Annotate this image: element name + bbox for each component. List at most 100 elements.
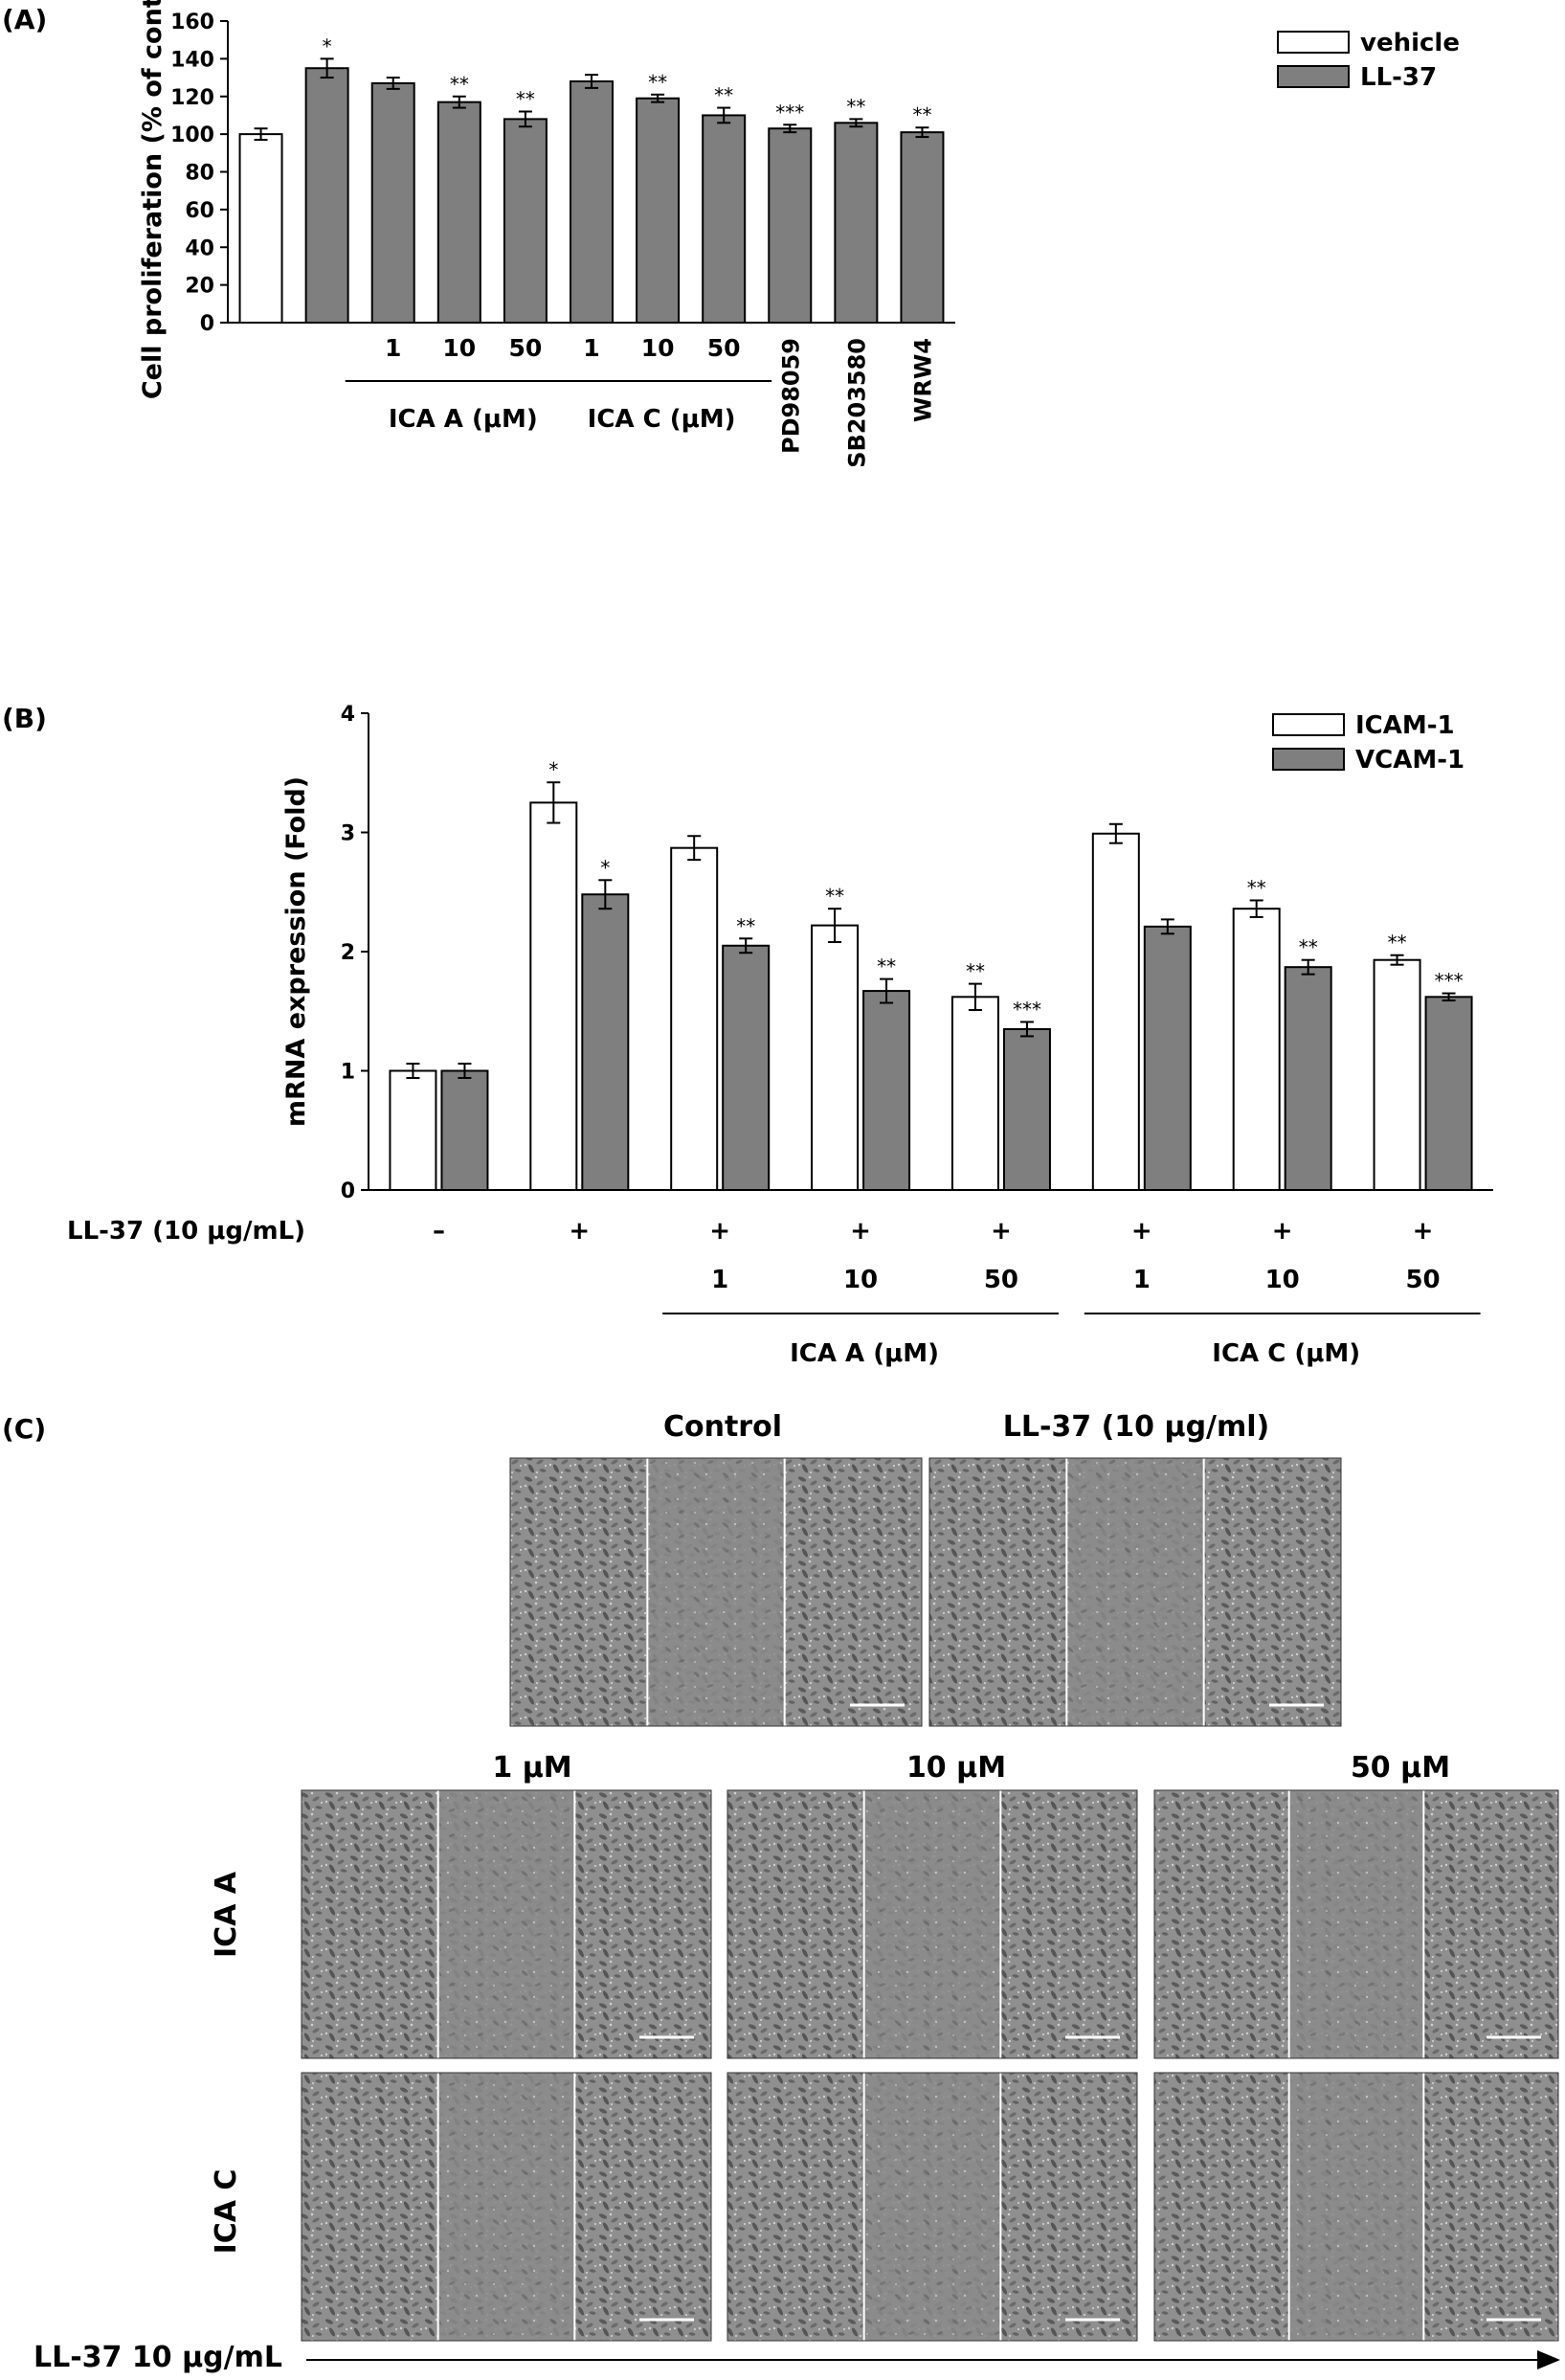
chart-b-y-tick-label: 4: [341, 703, 355, 727]
chart-a-bar: [570, 80, 614, 324]
chart-a-significance: **: [714, 84, 733, 107]
chart-b-significance: **: [1247, 876, 1266, 899]
chart-a-significance: **: [516, 88, 535, 111]
chart-b-bar-vcam-1: [862, 990, 911, 1191]
row-label-ica-c: ICA C: [210, 2169, 243, 2255]
micrograph-wound-area: [437, 2073, 575, 2341]
chart-a-bar: [834, 122, 879, 324]
chart-b-bar-icam-1: [1373, 958, 1421, 1192]
chart-b-bars: ******** ********* *****: [389, 758, 1473, 1192]
chart-a-legend-swatch: [1277, 31, 1350, 54]
micrograph-frame: [301, 2072, 712, 2342]
chart-b-bar-icam-1: [389, 1069, 437, 1191]
micrograph-ica-c-1uM: [301, 2072, 712, 2342]
chart-b-ll37-sign: –: [433, 1217, 445, 1246]
chart-a: Cell proliferation (% of control) 0 20 40 6…: [138, 0, 1460, 468]
label-ll37: LL-37 (10 μg/ml): [1003, 1410, 1270, 1444]
chart-a-bar: [900, 131, 945, 324]
chart-b-significance: **: [966, 960, 985, 983]
chart-b-legend-swatch: [1272, 748, 1345, 771]
chart-a-y-tick-label: 60: [185, 199, 214, 223]
chart-b-significance: ***: [1435, 970, 1464, 993]
micrograph-ica-a-10uM: [727, 1789, 1138, 2059]
chart-a-bar: [636, 97, 681, 324]
chart-b-significance: **: [825, 885, 844, 908]
panel-label-c: (C): [2, 1413, 46, 1445]
chart-b-ll37-sign: +: [1272, 1217, 1293, 1246]
micrograph-wound-area: [863, 2073, 1001, 2341]
chart-a-x-labels: 1 10 50 1 10 50 ICA A (μM) ICA C (μM) PD98059 SB2…: [345, 334, 936, 468]
chart-a-significance: **: [450, 73, 469, 96]
chart-a-y-tick-label: 40: [185, 236, 214, 260]
panel-label-a: (A): [2, 4, 47, 35]
chart-b-concentration-label: 1: [711, 1266, 728, 1294]
chart-a-significance: *: [323, 34, 332, 57]
chart-a-concentration-label: 50: [509, 334, 543, 362]
chart-a-concentration-label: 1: [583, 334, 599, 362]
micrograph-frame: [727, 2072, 1138, 2342]
chart-b-bar-vcam-1: [1143, 925, 1192, 1191]
chart-b-bar-vcam-1: [722, 944, 771, 1192]
label-dose-10: 10 μM: [906, 1751, 1006, 1785]
chart-a-legend-label: LL-37: [1360, 63, 1437, 92]
chart-b-significance: **: [1299, 936, 1318, 959]
chart-b-y-tick-label: 0: [341, 1179, 355, 1203]
chart-a-legend-swatch: [1277, 65, 1350, 88]
chart-a-y-tick-label: 80: [185, 162, 214, 186]
chart-a-concentration-label: 10: [442, 334, 476, 362]
label-dose-50: 50 μM: [1351, 1751, 1450, 1785]
chart-b-legend-label: VCAM-1: [1355, 746, 1464, 775]
chart-b-y-tick-label: 1: [341, 1061, 355, 1085]
chart-b-bar-icam-1: [811, 924, 860, 1191]
chart-a-bar: [238, 133, 283, 324]
chart-a-legend-label: vehicle: [1360, 29, 1460, 57]
chart-b-ll37-sign: +: [1131, 1217, 1152, 1246]
chart-a-group-label: ICA C (μM): [588, 405, 736, 434]
chart-a-axes: 0 20 40 60 80 100 120 140 160: [170, 11, 955, 336]
chart-b-bar-vcam-1: [581, 893, 630, 1191]
chart-b-legend-label: ICAM-1: [1355, 711, 1455, 740]
chart-a-bars: ************ ** **: [238, 34, 945, 324]
chart-b-y-tick-label: 3: [341, 822, 355, 846]
chart-a-significance: **: [648, 71, 667, 94]
micrograph-ica-a-50uM: [1153, 1789, 1559, 2059]
chart-b-significance: **: [877, 955, 896, 978]
chart-a-significance: ***: [775, 101, 804, 123]
chart-a-significance: **: [912, 103, 931, 126]
micrograph-wound-area: [1066, 1458, 1204, 1726]
label-dose-1: 1 μM: [492, 1751, 571, 1785]
micrograph-frame: [509, 1457, 923, 1727]
chart-a-concentration-label: 50: [707, 334, 741, 362]
chart-a-group-label: ICA A (μM): [389, 405, 538, 434]
chart-a-concentration-label: 10: [641, 334, 675, 362]
chart-b-legend: ICAM-1 VCAM-1: [1272, 711, 1464, 775]
chart-a-bar: [436, 101, 481, 324]
micrograph-wound-area: [863, 1790, 1001, 2058]
micrograph-frame: [301, 1789, 712, 2059]
chart-a-concentration-label: 1: [385, 334, 401, 362]
chart-b-y-axis-label: mRNA expression (Fold): [281, 776, 311, 1127]
panel-label-b: (B): [2, 703, 47, 734]
micrograph-frame: [1153, 1789, 1559, 2059]
chart-b-significance: ***: [1013, 998, 1041, 1021]
chart-b-concentration-label: 10: [843, 1266, 878, 1294]
chart-a-y-axis-label: Cell proliferation (% of control): [138, 0, 168, 399]
chart-a-y-tick-label: 20: [185, 275, 214, 299]
chart-b-concentration-label: 1: [1133, 1266, 1151, 1294]
chart-b-ll37-sign: +: [991, 1217, 1012, 1246]
chart-a-inhibitor-label: SB203580: [843, 338, 870, 468]
chart-b-bar-vcam-1: [1002, 1027, 1051, 1192]
chart-a-bar: [503, 118, 548, 324]
chart-b-y-tick-label: 2: [341, 941, 355, 965]
chart-a-inhibitor-label: PD98059: [777, 338, 804, 454]
chart-a-significance: **: [846, 95, 865, 118]
chart-b-bar-icam-1: [950, 996, 999, 1192]
chart-b-ll37-sign: +: [850, 1217, 871, 1246]
chart-b-x-labels: LL-37 (10 μg/mL) – + + + + + + +1 10 50 1 10 50 ICA A …: [67, 1217, 1481, 1368]
chart-b-concentration-label: 50: [1405, 1266, 1440, 1294]
micrograph-wound-area: [1288, 1790, 1424, 2058]
chart-b-concentration-label: 50: [984, 1266, 1018, 1294]
micrograph-wound-area: [1288, 2073, 1424, 2341]
